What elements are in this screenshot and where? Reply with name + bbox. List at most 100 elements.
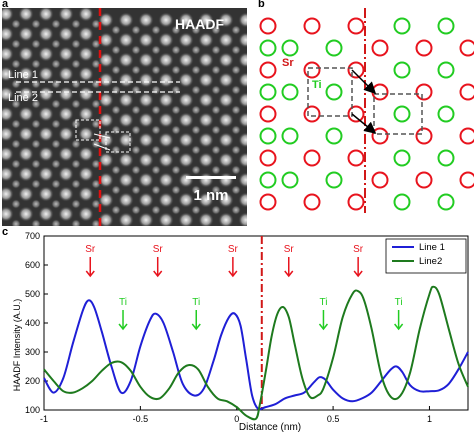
ti-column [191,85,201,95]
ti-column [111,85,121,95]
sr-column [58,66,74,82]
ti-column [31,159,41,169]
ti-column [71,99,81,109]
ti-column [131,85,141,95]
sr-column [218,172,234,188]
ti-column [171,65,181,75]
sr-column [58,146,74,162]
ti-column [231,185,241,195]
annotation-label: Sr [85,244,96,255]
ti-column [11,159,21,169]
sr-column [138,32,154,48]
ti-column [171,125,181,135]
ti-column [71,59,81,69]
ti-atom [261,173,276,188]
ti-atom [327,173,342,188]
sr-atom [305,19,320,34]
sr-column [38,86,54,102]
sr-atom [349,63,364,78]
sr-column [218,152,234,168]
annotation-label: Ti [119,297,127,308]
ti-column [51,159,61,169]
y-axis-label: HAADF Intensity (A.U.) [12,299,22,392]
ti-column [231,25,241,35]
y-tick-label: 300 [25,347,40,357]
haadf-micrograph: HAADF Line 1 Line 2 1 nm [2,8,247,226]
ti-atom [439,63,454,78]
ti-column [231,125,241,135]
ti-column [191,105,201,115]
sr-column [78,66,94,82]
schematic-ti-label: Ti [312,79,322,91]
sr-column [158,172,174,188]
ti-atom [395,107,410,122]
sr-atom [417,41,432,56]
sr-atom [417,129,432,144]
ti-column [151,45,161,55]
ti-column [231,45,241,55]
x-tick-label: -1 [40,414,48,424]
ti-column [31,139,41,149]
line1-label: Line 1 [8,69,38,81]
annotation-label: Ti [192,297,200,308]
sr-column [218,92,234,108]
y-tick-label: 400 [25,318,40,328]
ti-column [71,179,81,189]
schematic-box-left [308,68,352,116]
sr-column [158,192,174,208]
sr-column [158,12,174,28]
sr-atom [417,85,432,100]
sr-column [118,52,134,68]
ti-atom [261,129,276,144]
ti-column [171,165,181,175]
y-tick-label: 700 [25,231,40,241]
annotation-label: Sr [353,244,364,255]
scale-label: 1 nm [193,187,228,204]
ti-column [171,45,181,55]
ti-column [11,179,21,189]
ti-column [31,59,41,69]
sr-column [78,86,94,102]
sr-column [118,72,134,88]
ti-column [211,45,221,55]
ti-column [11,199,21,209]
sr-column [78,186,94,202]
sr-column [138,72,154,88]
ti-atom [439,19,454,34]
ti-atom [327,85,342,100]
sr-column [198,52,214,68]
ti-atom [261,85,276,100]
sr-column [18,146,34,162]
sr-column [58,206,74,222]
sr-column [118,192,134,208]
sr-column [58,86,74,102]
ti-column [31,179,41,189]
sr-column [78,146,94,162]
sr-column [58,46,74,62]
sr-column [18,26,34,42]
sr-column [198,172,214,188]
sr-atom [305,151,320,166]
sr-atom [305,63,320,78]
ti-column [31,199,41,209]
ti-column [11,59,21,69]
sr-atom [349,19,364,34]
y-tick-label: 600 [25,260,40,270]
ti-column [11,39,21,49]
ti-column [171,85,181,95]
ti-column [231,165,241,175]
ti-column [51,179,61,189]
sr-column [18,166,34,182]
ti-column [231,205,241,215]
sr-atom [261,107,276,122]
ti-column [151,145,161,155]
sr-column [218,52,234,68]
haadf-image-panel: HAADF Line 1 Line 2 1 nm [2,8,247,226]
sr-column [58,26,74,42]
ti-column [111,145,121,155]
sr-column [158,32,174,48]
sr-column [158,92,174,108]
sr-column [118,32,134,48]
ti-column [131,45,141,55]
